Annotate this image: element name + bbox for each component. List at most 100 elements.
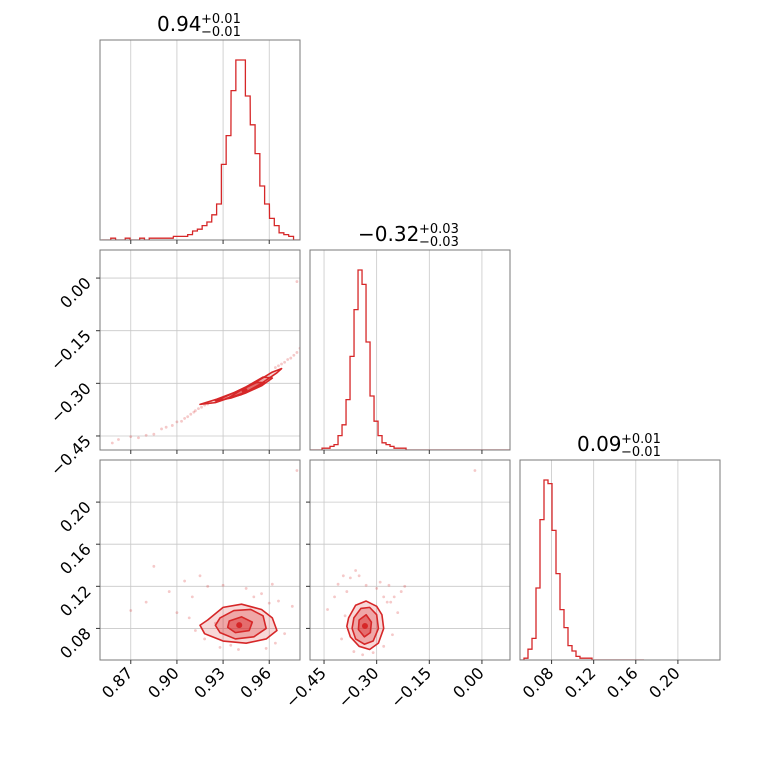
grid-lines [323,250,483,450]
tick-label-y: 0.08 [56,624,95,663]
scatter-point [378,580,382,584]
tick-label-x: 0.90 [144,663,183,702]
scatter-point [160,427,163,431]
ticks: −0.45−0.30−0.15 0.00 [282,501,488,711]
panel-frame [309,249,511,451]
scatter-point [295,351,299,354]
scatter-point [292,353,296,357]
scatter-point [164,425,168,429]
scatter-point [267,601,271,605]
contour-series [129,469,299,651]
title-param-1-minus: −0.01 [201,25,241,40]
scatter-point [364,583,368,587]
scatter-point [396,611,400,615]
tick-label-y: 0.12 [56,582,95,621]
ticks [130,240,270,244]
ticks: 0.08 0.12 0.16 0.20 [519,660,684,702]
density-peak [361,622,368,629]
scatter-point [137,436,140,440]
scatter-point [260,592,263,596]
contour-series [326,469,477,657]
scatter-point [283,360,287,364]
scatter-point [392,595,396,599]
scatter-point [336,582,340,586]
scatter-point [200,405,203,409]
scatter-point [198,574,202,578]
scatter-point [144,433,148,437]
grid-lines [310,460,510,660]
tick-label-y: 0.16 [56,540,95,579]
histogram-series [101,59,300,240]
tick-label-x: 0.00 [449,663,488,702]
title-param-3-plus: +0.01 [621,432,661,447]
scatter-point [341,574,345,578]
scatter-contour-param-1-vs-3: 0.87 0.90 0.93 0.96 0.080.120.16 0.20 [56,459,301,702]
tick-label-x: −0.15 [387,663,435,711]
scatter-point [206,584,210,588]
panel-frame [519,459,721,661]
scatter-point [387,583,391,587]
scatter-point [183,417,187,420]
grid-lines [551,460,679,660]
scatter-point [180,419,183,423]
scatter-point [382,595,386,599]
tick-label-x: 0.08 [519,663,558,702]
scatter-point [280,362,283,366]
scatter-point [190,595,194,599]
title-param-2: −0.32 [358,222,419,246]
panel-frame [309,459,511,661]
tick-label-x: −0.45 [282,663,330,711]
scatter-point [295,280,299,283]
panel-frame [99,39,301,241]
scatter-point [277,364,280,368]
tick-label-x: 0.12 [561,663,600,702]
scatter-point [167,590,171,593]
tick-label-x: 0.16 [603,663,642,702]
scatter-point [382,644,386,648]
scatter-point [264,647,268,650]
scatter-point [283,632,287,636]
scatter-point [193,629,197,632]
scatter-point [175,611,179,615]
scatter-contour-param-2-vs-3: −0.45 −0.30 −0.15 0.00 [282,459,511,711]
contour-series [110,280,300,445]
scatter-point [129,435,133,439]
scatter-point [192,410,196,414]
tick-label-x: 0.20 [645,663,684,702]
tick-label-y: 0.20 [56,497,95,536]
tick-label-y: 0.00 [56,273,95,312]
scatter-point [352,650,356,653]
tick-label-x: 0.96 [236,663,275,702]
grid-lines [100,250,300,450]
scatter-point [273,641,277,645]
histogram-series [310,269,510,450]
scatter-point [391,633,394,637]
scatter-point [389,600,393,604]
scatter-point [218,645,222,649]
panel-frame [99,459,301,661]
scatter-point [375,587,379,590]
scatter-point [277,599,280,603]
scatter-point [348,576,352,580]
scatter-point [361,653,365,657]
scatter-point [229,643,233,647]
scatter-point [289,356,293,360]
title-param-2-plus: +0.03 [419,222,459,237]
scatter-point [187,616,191,620]
scatter-point [273,366,277,369]
scatter-point [371,651,375,655]
scatter-point [129,609,133,612]
histogram-line [520,479,644,660]
scatter-point [244,587,248,590]
tick-label-x: 0.93 [190,663,229,702]
scatter-point [189,412,193,416]
histogram-line [310,269,510,450]
scatter-point [286,358,290,361]
tick-label-y: −0.45 [47,431,95,479]
ticks: 0.87 0.90 0.93 0.96 0.080.120.16 0.20 [56,497,275,702]
scatter-point [110,441,114,445]
grid-lines [100,460,300,660]
scatter-contour-param-1-vs-2: −0.45−0.30 −0.15 0.00 [47,249,301,479]
scatter-point [295,469,299,472]
